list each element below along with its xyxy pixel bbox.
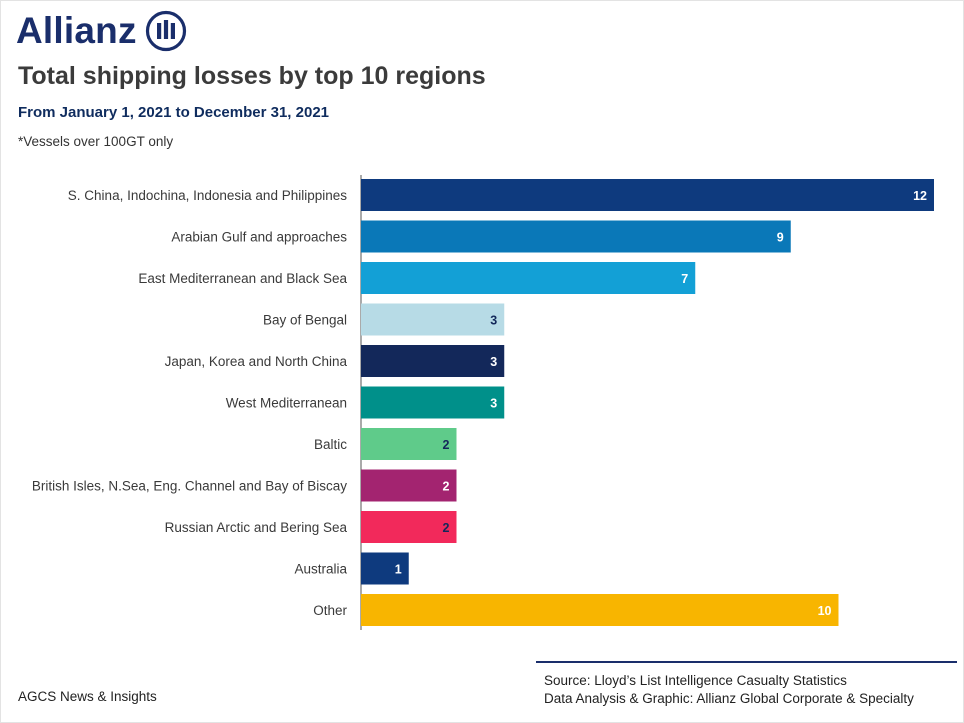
bar xyxy=(361,469,457,502)
bar xyxy=(361,428,457,460)
category-label: Arabian Gulf and approaches xyxy=(171,230,347,245)
category-label: East Mediterranean and Black Sea xyxy=(138,271,347,286)
bar xyxy=(361,303,505,336)
value-label: 10 xyxy=(818,604,832,618)
bar xyxy=(361,594,839,626)
bar xyxy=(361,386,505,419)
bar xyxy=(361,345,505,377)
value-label: 12 xyxy=(913,189,927,203)
category-label: Australia xyxy=(294,562,347,577)
source-divider xyxy=(536,661,957,663)
allianz-logo: Allianz xyxy=(16,8,187,54)
allianz-eagle-icon xyxy=(145,10,186,52)
category-label: Bay of Bengal xyxy=(263,313,347,328)
value-label: 2 xyxy=(443,480,450,494)
chart-subtitle: From January 1, 2021 to December 31, 202… xyxy=(18,104,330,121)
chart-title: Total shipping losses by top 10 regions xyxy=(18,62,486,90)
category-label: Russian Arctic and Bering Sea xyxy=(165,520,348,535)
source-line-2: Data Analysis & Graphic: Allianz Global … xyxy=(544,691,914,706)
bar xyxy=(361,262,696,294)
category-label: British Isles, N.Sea, Eng. Channel and B… xyxy=(32,479,347,494)
bar xyxy=(361,552,409,585)
category-label: Japan, Korea and North China xyxy=(165,354,348,369)
value-label: 3 xyxy=(490,397,497,411)
category-label: Baltic xyxy=(314,437,347,452)
value-label: 7 xyxy=(681,272,688,286)
bar xyxy=(361,179,934,211)
value-label: 2 xyxy=(443,521,450,535)
bar-chart: S. China, Indochina, Indonesia and Phili… xyxy=(32,175,934,630)
source-line-1: Source: Lloyd’s List Intelligence Casual… xyxy=(544,673,847,688)
value-label: 3 xyxy=(490,355,497,369)
source-block: Source: Lloyd’s List Intelligence Casual… xyxy=(544,672,914,708)
category-label: West Mediterranean xyxy=(226,396,347,411)
chart-note: *Vessels over 100GT only xyxy=(18,134,174,149)
brand-name: Allianz xyxy=(16,10,137,51)
category-label: S. China, Indochina, Indonesia and Phili… xyxy=(68,188,347,203)
value-label: 3 xyxy=(490,314,497,328)
value-label: 1 xyxy=(395,563,402,577)
category-label: Other xyxy=(313,603,347,618)
bar xyxy=(361,511,457,543)
value-label: 9 xyxy=(777,231,784,245)
bar xyxy=(361,220,791,253)
footer-text: AGCS News & Insights xyxy=(18,689,157,704)
value-label: 2 xyxy=(443,438,450,452)
